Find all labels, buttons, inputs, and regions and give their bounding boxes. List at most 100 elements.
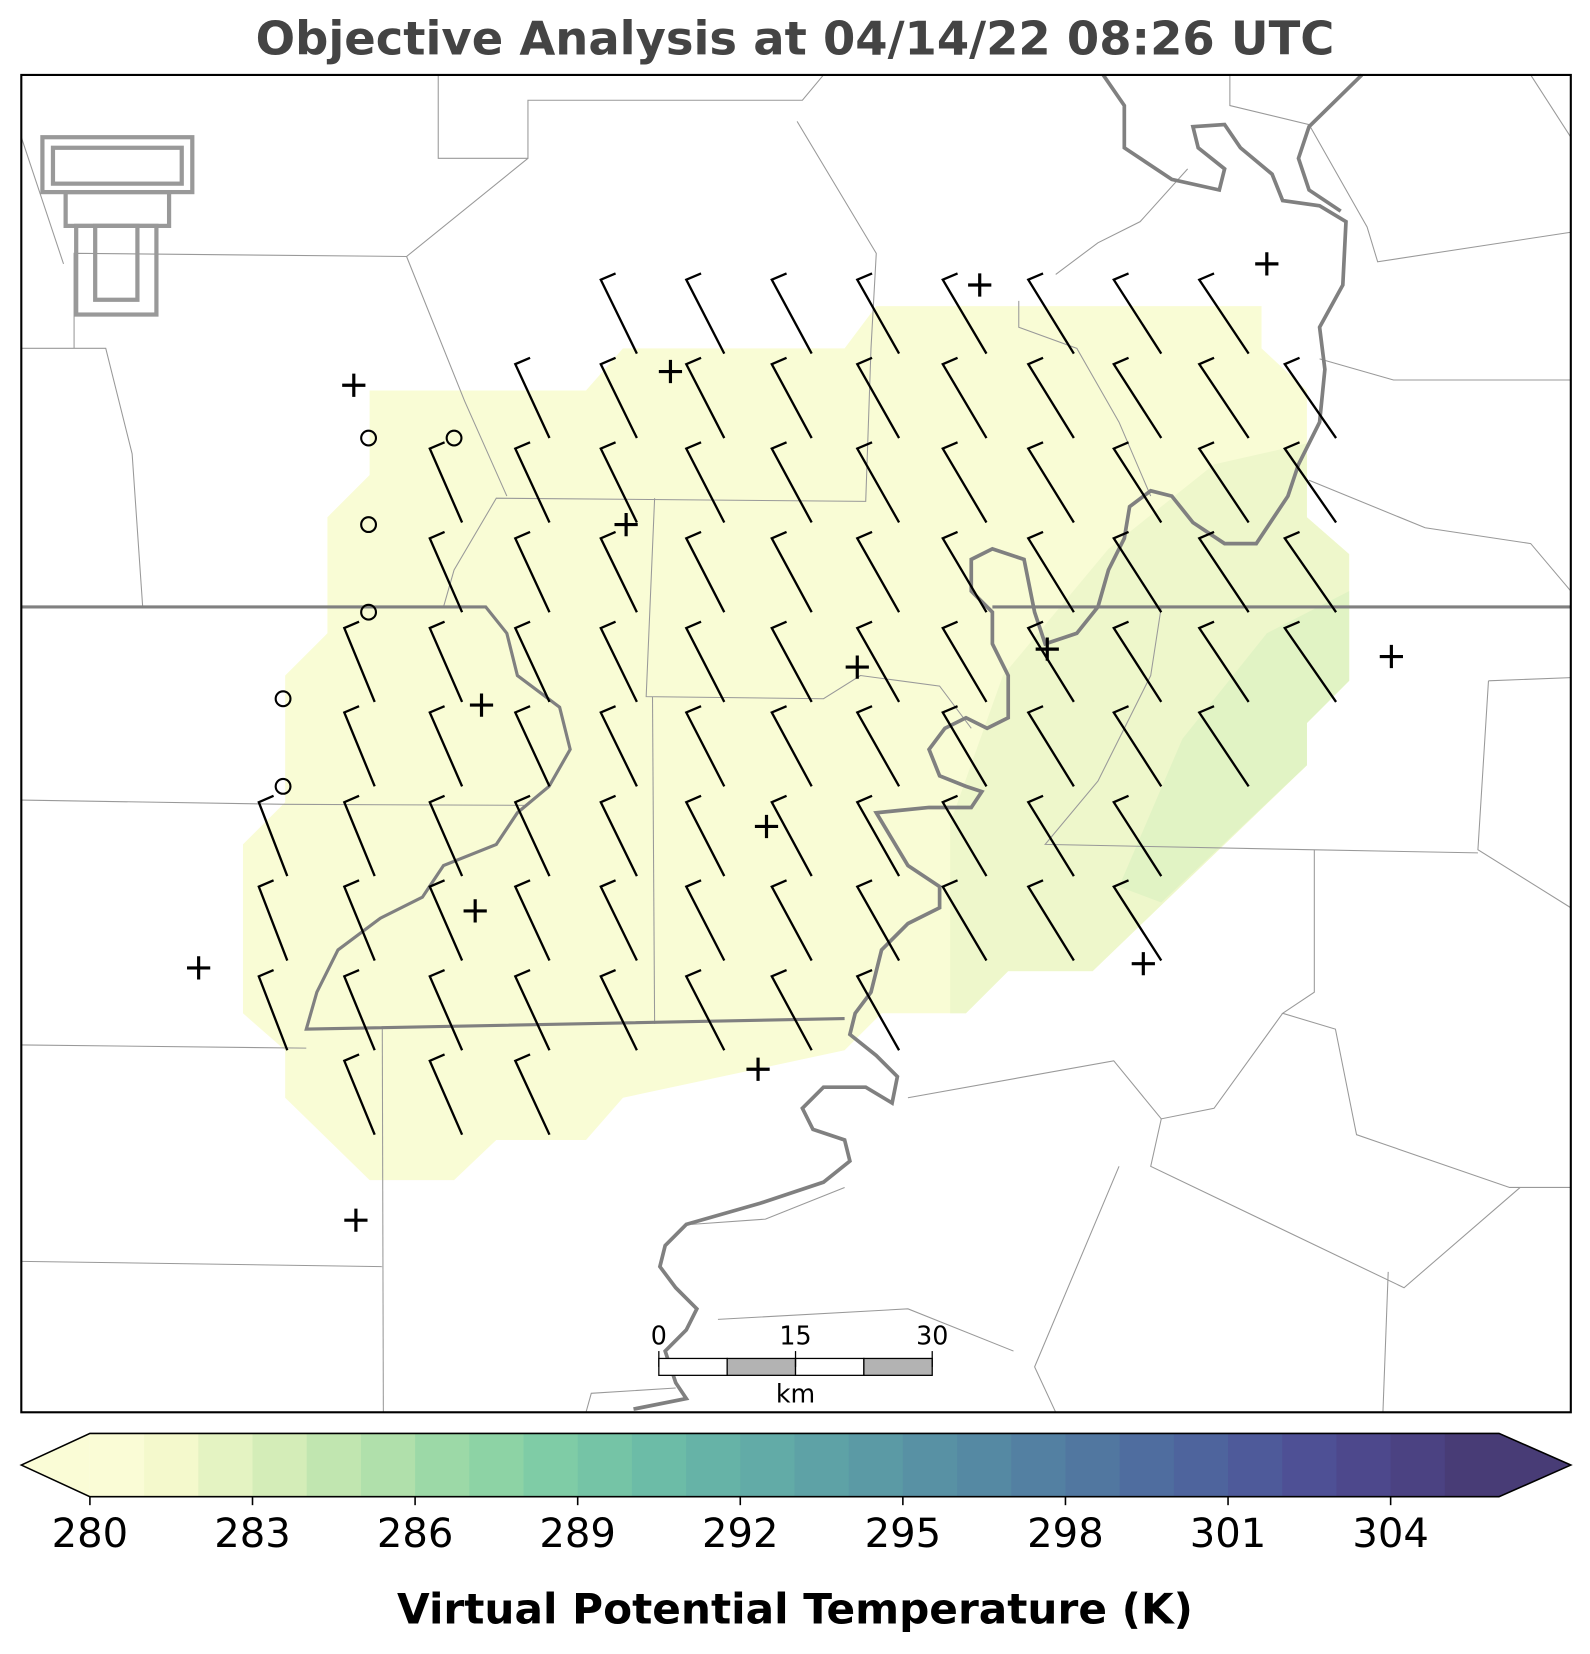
colorbar-tick-label: 292: [702, 1511, 779, 1557]
wind-barb: [428, 879, 464, 961]
scale-label: 15: [779, 1320, 811, 1350]
scale-segment: [726, 1357, 797, 1376]
wind-barb: [428, 441, 464, 523]
wind-barb: [855, 272, 901, 355]
wind-barb: [684, 879, 726, 962]
station-calm: [360, 603, 378, 621]
wind-barb: [1026, 530, 1075, 613]
color-level: [252, 1433, 308, 1497]
analysis-field-warm: [950, 443, 1350, 1014]
wind-barb: [1197, 705, 1250, 788]
wind-barb: [941, 530, 988, 613]
wind-barb: [855, 879, 901, 962]
station-plus: [463, 899, 487, 923]
wind-barb: [342, 1053, 376, 1136]
station-calm: [274, 777, 292, 795]
station-plus: [1131, 952, 1155, 976]
rivers: [633, 73, 1364, 1411]
wind-barb: [513, 620, 551, 703]
wind-barb: [770, 356, 813, 439]
station-plus: [187, 956, 211, 980]
station-plus: [754, 814, 779, 839]
wind-barb: [257, 794, 289, 877]
wind-barb: [257, 968, 289, 1051]
wind-barb: [513, 705, 551, 787]
colorbar-tick-label: 304: [1352, 1511, 1429, 1557]
wind-barb: [941, 620, 988, 703]
station-plus: [1379, 644, 1403, 669]
scale-segment: [794, 1357, 865, 1376]
wind-barb: [855, 968, 901, 1051]
wind-barb: [428, 620, 464, 703]
color-level: [686, 1433, 741, 1497]
wind-barb: [257, 879, 289, 961]
scale-bar: 0 15 30 km: [651, 1320, 949, 1408]
wind-barb: [684, 705, 726, 787]
wind-barb: [342, 794, 376, 877]
colorbar-tick-label: 286: [377, 1511, 454, 1557]
color-level: [469, 1433, 525, 1497]
colorbar: 280 283 286 289 292 295 298 301 304: [19, 1432, 1573, 1557]
wind-barb: [513, 1053, 551, 1136]
wind-barb: [513, 441, 551, 523]
wind-barb: [684, 441, 726, 524]
scale-label: 30: [916, 1320, 948, 1350]
wind-barb: [941, 794, 988, 877]
wind-barb: [770, 705, 813, 787]
color-level: [631, 1433, 687, 1497]
color-level: [1011, 1433, 1066, 1497]
station-plus: [845, 655, 869, 679]
wind-barb: [1026, 794, 1075, 877]
stations: [187, 252, 1403, 1232]
color-level: [902, 1433, 958, 1497]
wind-barb: [342, 879, 376, 961]
wind-barb: [599, 356, 638, 439]
wind-barb: [342, 620, 376, 703]
color-level: [957, 1433, 1012, 1497]
wind-barb: [855, 530, 901, 613]
wind-barb: [1197, 441, 1250, 524]
station-plus: [658, 359, 683, 384]
color-level: [1390, 1433, 1446, 1497]
map-frame: [20, 73, 1572, 1414]
station-plus: [469, 693, 494, 717]
station-calm: [360, 516, 378, 534]
color-level: [1336, 1433, 1392, 1497]
wind-barb: [1282, 441, 1338, 524]
wind-barb: [684, 356, 726, 439]
wind-barb: [941, 441, 988, 524]
wind-barb: [1026, 620, 1075, 703]
colorbar-tick-label: 280: [52, 1511, 129, 1557]
color-level: [360, 1433, 416, 1497]
map: [20, 73, 1572, 1413]
wind-barb: [1112, 356, 1163, 439]
wind-barb: [684, 794, 726, 877]
station-calm: [445, 429, 463, 447]
wind-barb: [1026, 272, 1075, 355]
wind-barb: [770, 879, 813, 962]
wind-barb: [684, 272, 726, 355]
colorbar-tick-label: 283: [214, 1511, 291, 1557]
wind-barb: [513, 530, 551, 613]
station-plus: [614, 512, 638, 537]
station-plus: [1255, 252, 1279, 276]
wind-barb: [1112, 705, 1163, 787]
wind-barb: [1197, 272, 1250, 355]
wind-barb: [1282, 620, 1338, 703]
color-level: [1065, 1433, 1121, 1497]
title: Objective Analysis at 04/14/22 08:26 UTC: [256, 12, 1335, 66]
wind-barb: [1112, 441, 1163, 524]
colorbar-tick-label: 295: [865, 1511, 942, 1557]
color-level: [89, 1433, 145, 1497]
wind-barb: [599, 272, 638, 355]
color-level: [144, 1433, 199, 1497]
wind-barb: [513, 879, 551, 962]
extend-high: [1499, 1433, 1571, 1497]
wind-barb: [1197, 620, 1250, 703]
wind-barb: [1112, 530, 1163, 613]
wind-barb: [684, 968, 726, 1051]
wind-barb: [770, 620, 813, 703]
wind-barb: [1026, 705, 1075, 787]
color-level: [740, 1433, 795, 1497]
